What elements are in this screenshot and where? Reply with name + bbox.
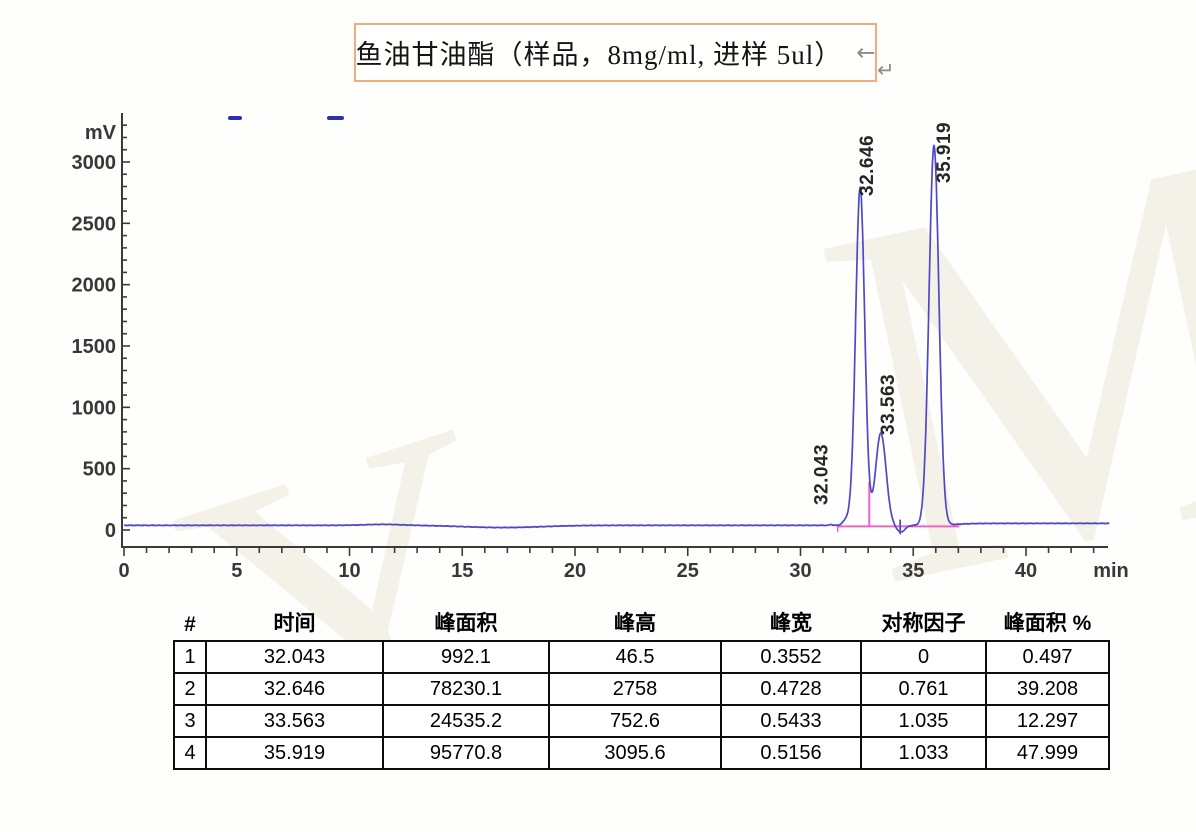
- y-tick-label: 1500: [72, 336, 117, 358]
- table-header-cell: 时间: [273, 612, 316, 635]
- table-cell: 0.5156: [720, 736, 862, 770]
- table-cell: 2: [173, 672, 207, 706]
- table-cell: 0: [860, 640, 987, 674]
- y-axis-unit: mV: [85, 122, 117, 144]
- watermark-letter: M: [784, 37, 1196, 696]
- x-tick-label: 25: [677, 560, 699, 582]
- peak-retention-label: 33.563: [878, 374, 899, 435]
- table-header-row: # 时间 峰面积 峰高 峰宽 对称因子 峰面积 %: [174, 607, 1109, 641]
- table-cell: 32.646: [205, 672, 384, 706]
- table-cell: 752.6: [548, 704, 722, 738]
- x-tick-label: 10: [338, 560, 360, 582]
- paragraph-return-icon: ↵: [877, 58, 895, 82]
- table-cell: 992.1: [382, 640, 550, 674]
- table-cell: 3095.6: [548, 736, 722, 770]
- table-cell: 24535.2: [382, 704, 550, 738]
- table-cell: 2758: [548, 672, 722, 706]
- peak-table-wrap: # 时间 峰面积 峰高 峰宽 对称因子 峰面积 % 1 32.043 992.1 46.5 0.355…: [173, 607, 1110, 770]
- x-tick-label: 35: [902, 560, 924, 582]
- y-tick-label: 2500: [72, 213, 117, 235]
- table-header-cell: 对称因子: [881, 612, 966, 635]
- y-tick-label: 2000: [72, 275, 117, 297]
- table-cell: 32.043: [205, 640, 384, 674]
- table-cell: 1: [173, 640, 207, 674]
- table-cell: 47.999: [985, 736, 1110, 770]
- table-cell: 0.3552: [720, 640, 862, 674]
- table-cell: 33.563: [205, 704, 384, 738]
- y-tick-label: 3000: [72, 152, 117, 174]
- table-cell: 78230.1: [382, 672, 550, 706]
- table-header-cell: #: [184, 613, 196, 636]
- artifact-dash: [327, 116, 344, 120]
- y-tick-label: 500: [83, 459, 116, 481]
- x-tick-label: 0: [118, 560, 129, 582]
- x-axis-unit: min: [1093, 560, 1129, 582]
- title-text: 鱼油甘油酯（样品，8mg/ml, 进样 5ul）: [355, 40, 843, 70]
- table-header-cell: 峰高: [614, 612, 656, 635]
- table-row: 2 32.646 78230.1 2758 0.4728 0.761 39.208: [173, 672, 1110, 706]
- chromatogram-trace: [123, 144, 1110, 533]
- table-cell: 1.035: [860, 704, 987, 738]
- peak-retention-label: 35.919: [934, 122, 955, 183]
- table-cell: 95770.8: [382, 736, 550, 770]
- x-tick-label: 40: [1015, 560, 1037, 582]
- table-row: 4 35.919 95770.8 3095.6 0.5156 1.033 47.999: [173, 736, 1110, 770]
- table-row: 3 33.563 24535.2 752.6 0.5433 1.035 12.297: [173, 704, 1110, 738]
- table-header-cell: 峰面积 %: [1003, 612, 1092, 635]
- x-tick-label: 15: [451, 560, 473, 582]
- table-cell: 1.033: [860, 736, 987, 770]
- x-tick-label: 5: [231, 560, 242, 582]
- peak-retention-label: 32.646: [857, 135, 878, 196]
- peak-retention-label: 32.043: [812, 444, 833, 505]
- table-header-cell: 峰宽: [770, 612, 812, 635]
- x-tick-label: 20: [564, 560, 586, 582]
- line-break-arrow-icon: ←: [856, 39, 876, 66]
- table-cell: 0.4728: [720, 672, 862, 706]
- table-cell: 46.5: [548, 640, 722, 674]
- peak-table: # 时间 峰面积 峰高 峰宽 对称因子 峰面积 % 1 32.043 992.1 46.5 0.355…: [173, 607, 1110, 770]
- table-cell: 35.919: [205, 736, 384, 770]
- title-box: 鱼油甘油酯（样品，8mg/ml, 进样 5ul） ←: [354, 23, 877, 82]
- table-cell: 12.297: [985, 704, 1110, 738]
- y-tick-label: 1000: [72, 397, 117, 419]
- artifact-dash: [228, 116, 242, 120]
- table-cell: 3: [173, 704, 207, 738]
- table-cell: 39.208: [985, 672, 1110, 706]
- table-cell: 4: [173, 736, 207, 770]
- y-tick-label: 0: [105, 520, 116, 542]
- x-tick-label: 30: [789, 560, 811, 582]
- table-cell: 0.761: [860, 672, 987, 706]
- table-row: 1 32.043 992.1 46.5 0.3552 0 0.497: [173, 640, 1110, 674]
- table-cell: 0.497: [985, 640, 1110, 674]
- table-cell: 0.5433: [720, 704, 862, 738]
- table-header-cell: 峰面积: [434, 612, 498, 635]
